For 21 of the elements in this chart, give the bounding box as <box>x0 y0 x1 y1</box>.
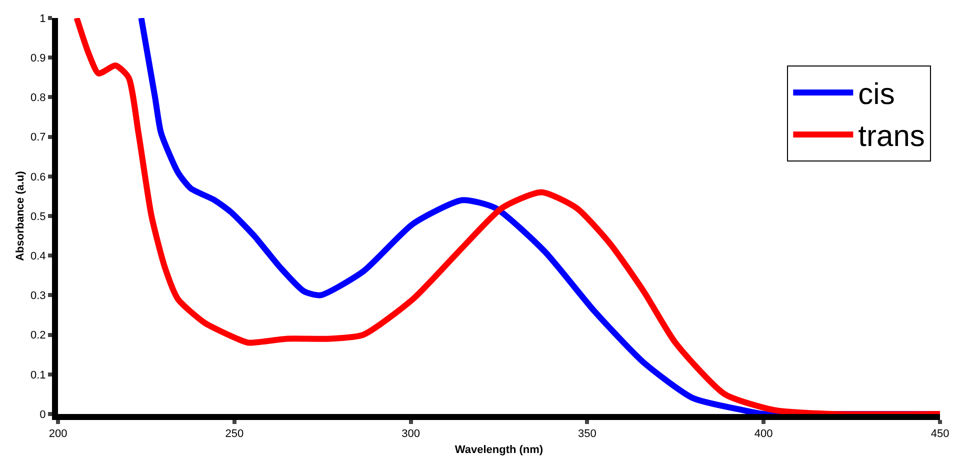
x-tick-label: 350 <box>578 428 596 440</box>
x-tick-label: 300 <box>402 428 420 440</box>
y-tick-label: 0 <box>40 408 46 421</box>
y-tick-label: 0.7 <box>30 132 46 144</box>
y-tick-label: 0.5 <box>30 210 46 223</box>
x-axis-title: Wavelength (nm) <box>454 444 544 456</box>
y-tick-label: 0.1 <box>30 369 46 382</box>
legend-label: cis <box>858 78 895 112</box>
x-tick-label: 200 <box>48 428 68 440</box>
x-tick-label: 400 <box>754 428 773 440</box>
y-tick-label: 0.3 <box>30 290 46 302</box>
y-tick-label: 0.6 <box>30 171 46 184</box>
y-tick-label: 0.4 <box>30 250 46 262</box>
y-tick-label: 0.2 <box>30 330 46 342</box>
y-tick-label: 1 <box>40 12 46 25</box>
x-tick-label: 450 <box>930 428 950 440</box>
y-axis-title: Absorbance (a.u) <box>14 170 27 261</box>
y-tick-label: 0.8 <box>30 92 46 104</box>
legend-label: trans <box>858 120 925 154</box>
x-tick-label: 250 <box>225 428 244 440</box>
y-tick-label: 0.9 <box>30 52 46 64</box>
